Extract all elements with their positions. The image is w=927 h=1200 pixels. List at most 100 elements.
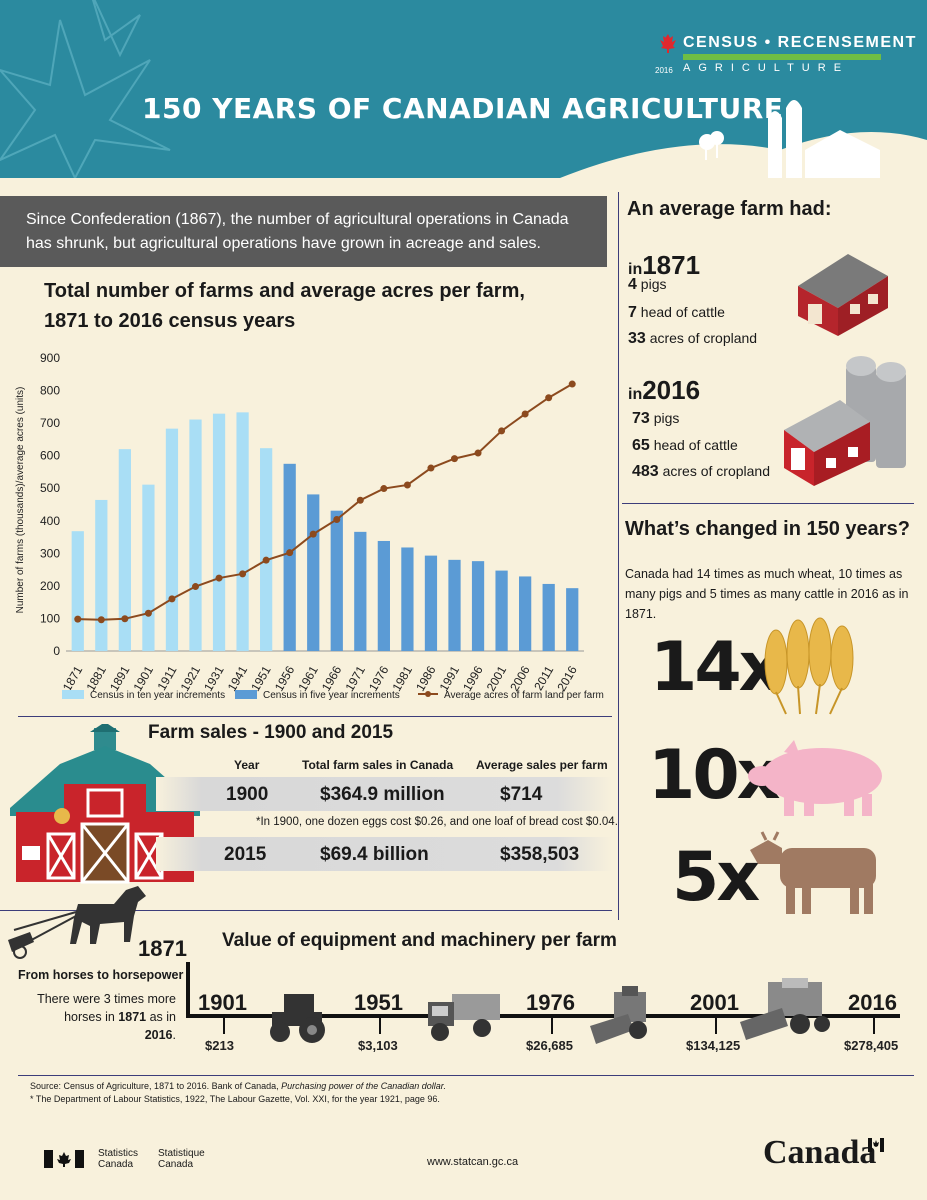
- section-divider: [18, 716, 612, 717]
- legend-swatch-five-year: [235, 690, 257, 699]
- sales-header-total: Total farm sales in Canada: [302, 758, 454, 772]
- sales-header-avg: Average sales per farm: [476, 758, 608, 772]
- bar-1941: [236, 412, 249, 651]
- acres-point-1921: [192, 583, 199, 591]
- acres-point-1986: [427, 464, 435, 472]
- stat-1871-cropland: 33 acres of cropland: [628, 330, 758, 347]
- bar-1901: [142, 484, 155, 651]
- y-tick-label: 900: [40, 351, 60, 365]
- acres-line: [74, 380, 576, 624]
- y-tick-label: 500: [40, 481, 60, 495]
- sales-row-1900-total: $364.9 million: [320, 784, 445, 805]
- horse-plow-icon: [8, 886, 146, 959]
- legend-label-acres: Average acres of farm land per farm: [444, 690, 604, 701]
- timeline-tick: [551, 1018, 553, 1034]
- bar-1986: [424, 555, 438, 651]
- cattle-multiplier: 5x: [672, 838, 760, 917]
- year-2016: 2016: [642, 375, 701, 405]
- timeline-value-2001: $134,125: [686, 1038, 741, 1053]
- combine-1976-icon: [590, 986, 647, 1044]
- wheat-icon: [764, 617, 854, 715]
- page-title: 150 YEARS OF CANADIAN AGRICULTURE: [142, 92, 784, 125]
- y-tick-label: 600: [40, 449, 60, 463]
- x-tick-label: 1911: [155, 663, 180, 693]
- timeline-year-2016: 2016: [848, 990, 897, 1015]
- changed-text: Canada had 14 times as much wheat, 10 ti…: [625, 567, 909, 621]
- stat-2016-cropland: 483 acres of cropland: [632, 463, 770, 480]
- maple-leaf-icon: [660, 34, 676, 53]
- legend-swatch-ten-year: [62, 690, 84, 699]
- acres-point-1901: [144, 609, 152, 617]
- bar-1971: [354, 531, 367, 651]
- acres-point-1871: [74, 615, 82, 623]
- sales-row-band: [156, 837, 612, 871]
- bar-2001: [495, 570, 508, 651]
- census-logo-subtext: AGRICULTURE: [683, 62, 850, 74]
- header-decoration: [0, 0, 927, 178]
- census-logo-year: 2016: [655, 66, 673, 75]
- cow-icon: [750, 831, 876, 914]
- year-1871: 1871: [642, 250, 701, 280]
- acres-point-2006: [521, 410, 529, 418]
- sales-row-2015-total: $69.4 billion: [320, 844, 429, 865]
- pig-icon: [748, 740, 882, 816]
- bar-1891: [118, 449, 131, 651]
- year-2016-label: in2016: [628, 375, 701, 405]
- average-farm-title: An average farm had:: [627, 198, 832, 220]
- bar-1911: [165, 428, 179, 651]
- horse-text: There were 3 times more horses in 1871 a…: [37, 992, 176, 1042]
- acres-point-1956: [286, 549, 294, 557]
- acres-line-path: [77, 383, 573, 621]
- acres-point-2011: [545, 394, 553, 402]
- truck-1951-icon: [428, 994, 500, 1041]
- chart-title: Total number of farms and average acres …: [44, 280, 525, 332]
- sales-note: *In 1900, one dozen eggs cost $0.26, and…: [256, 816, 618, 828]
- stat-1871-cattle: 7 head of cattle: [628, 304, 725, 321]
- acres-point-1891: [121, 615, 129, 623]
- sales-row-2015-avg: $358,503: [500, 844, 580, 865]
- timeline-value-1901: $213: [205, 1038, 234, 1053]
- bar-1981: [401, 547, 414, 651]
- acres-point-1991: [451, 455, 458, 463]
- legend-swatch-acres-dot: [425, 691, 431, 697]
- y-tick-label: 200: [40, 579, 60, 593]
- changed-title: What’s changed in 150 years?: [625, 518, 910, 540]
- acres-point-1911: [168, 595, 176, 603]
- timeline-tick: [379, 1018, 381, 1034]
- bar-2011: [542, 583, 555, 651]
- bar-1921: [189, 419, 202, 651]
- tractor-1901-icon: [270, 994, 325, 1043]
- x-tick-label: 2011: [531, 663, 556, 693]
- section-divider: [18, 1075, 914, 1076]
- bar-1951: [260, 448, 273, 651]
- legend-label-ten-year: Census in ten year increments: [90, 690, 225, 701]
- y-tick-label: 800: [40, 384, 60, 398]
- acres-point-2016: [568, 380, 576, 388]
- stat-1871-pigs: 4 pigs: [628, 276, 667, 293]
- bar-1931: [212, 413, 226, 651]
- bar-1871: [71, 531, 84, 651]
- section-divider: [0, 910, 612, 911]
- farm-silhouette-icon: [699, 100, 880, 178]
- section-divider: [622, 503, 914, 504]
- legend: Census in ten year increments Census in f…: [62, 690, 604, 701]
- acres-point-1881: [97, 616, 105, 624]
- timeline-line: [186, 1014, 900, 1018]
- barn-silo-2016-icon: [784, 356, 906, 486]
- bar-1956: [283, 463, 296, 651]
- timeline-value-1951: $3,103: [358, 1038, 398, 1053]
- timeline-step: [186, 962, 190, 1018]
- census-logo-bar: [683, 54, 881, 60]
- website-link[interactable]: www.statcan.gc.ca: [427, 1156, 519, 1168]
- census-logo-text: CENSUS • RECENSEMENT: [683, 34, 917, 51]
- intro-box: Since Confederation (1867), the number o…: [0, 196, 607, 267]
- timeline-year-1951: 1951: [354, 990, 403, 1015]
- intro-text: Since Confederation (1867), the number o…: [26, 211, 569, 252]
- right-divider: [618, 192, 619, 920]
- sales-header-year: Year: [234, 758, 260, 772]
- y-tick-label: 100: [40, 611, 60, 625]
- wordmark-flag-icon: [868, 1138, 884, 1152]
- timeline-value-2016: $278,405: [844, 1038, 899, 1053]
- acres-point-1931: [215, 574, 223, 582]
